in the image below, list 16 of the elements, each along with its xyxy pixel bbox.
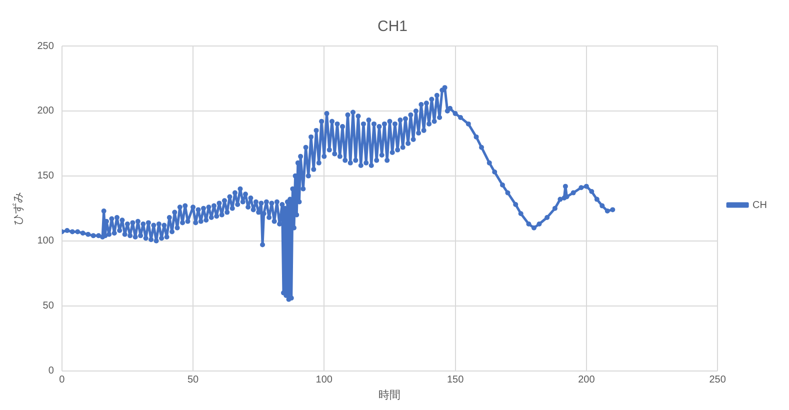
y-tick-label: 50: [42, 300, 54, 312]
x-tick-label: 50: [187, 374, 200, 386]
x-tick-label: 150: [446, 374, 464, 386]
x-tick-label: 200: [578, 374, 596, 386]
y-tick-label: 250: [37, 40, 54, 52]
y-tick-label: 150: [37, 170, 54, 182]
x-tick-label: 0: [59, 374, 66, 386]
x-axis-title: 時間: [378, 388, 401, 402]
y-axis-title: ひずみ: [11, 192, 24, 225]
y-tick-label: 100: [37, 236, 54, 247]
legend-label: CH: [752, 200, 768, 211]
x-tick-label: 100: [316, 374, 333, 386]
y-tick-label: 0: [48, 366, 54, 377]
chart-title: CH1: [377, 18, 408, 36]
y-tick-label: 200: [37, 106, 54, 117]
x-tick-label: 250: [709, 374, 726, 386]
